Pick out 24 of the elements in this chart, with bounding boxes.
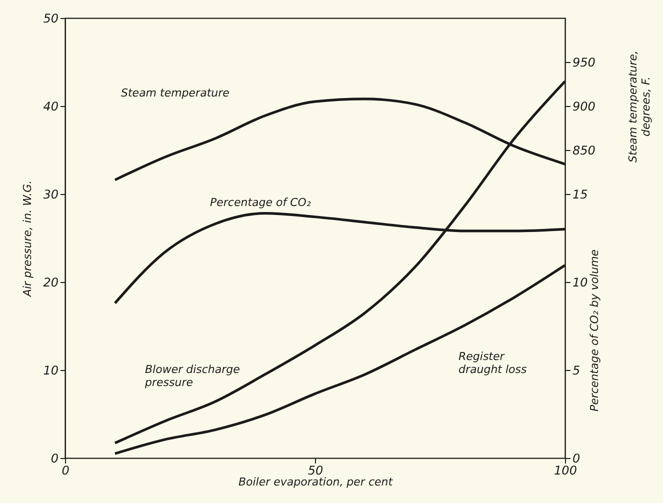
y-tick-label: 0: [50, 452, 59, 466]
y3-tick-label: 850: [572, 144, 596, 158]
y3-axis-title: Steam temperature, degrees, F.: [626, 50, 652, 162]
y2-axis-title: Percentage of CO₂ by volume: [588, 249, 601, 412]
y2-tick-label: 10: [572, 276, 588, 290]
series-label: Register draught loss: [458, 350, 527, 376]
y-axis-title: Air pressure, in. W.G.: [21, 180, 34, 298]
x-tick-label: 0: [62, 464, 70, 478]
y-tick-label: 20: [43, 276, 59, 290]
y-tick-label: 10: [43, 364, 59, 378]
x-axis-title: Boiler evaporation, per cent: [238, 476, 394, 488]
x-tick-label: 100: [554, 464, 578, 478]
series-label: Blower discharge pressure: [144, 363, 240, 389]
y2-tick-label: 15: [572, 188, 588, 202]
text: Steam temperature: [121, 86, 230, 100]
x-tick-label: 50: [308, 464, 324, 478]
y2-tick-label: 5: [572, 364, 580, 378]
y3-tick-label: 950: [572, 56, 596, 70]
y-tick-label: 40: [43, 100, 59, 114]
series-label: Percentage of CO₂: [210, 196, 312, 209]
y2-tick-label: 0: [572, 452, 580, 466]
y-tick-label: 50: [43, 12, 59, 26]
y-tick-label: 30: [43, 188, 59, 202]
y3-tick-label: 900: [572, 100, 596, 114]
